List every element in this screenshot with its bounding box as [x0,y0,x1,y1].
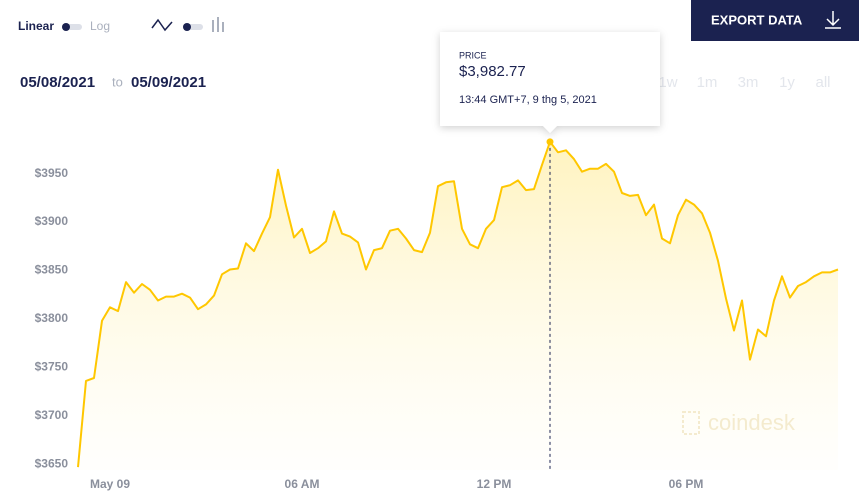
download-icon [825,11,841,29]
export-button[interactable] [691,0,859,41]
x-tick-label: May 09 [90,477,130,491]
tooltip-value: $3,982.77 [459,63,526,80]
hover-point [546,138,554,146]
export-label[interactable]: EXPORT DATA [711,12,803,27]
date-to[interactable]: 05/09/2021 [131,74,206,91]
toggle-knob [62,23,70,31]
x-tick-label: 06 AM [285,477,320,491]
period-button[interactable]: 3m [738,74,759,91]
tooltip-title: PRICE [459,50,487,60]
y-tick-label: $3900 [35,214,69,228]
y-tick-label: $3650 [35,456,69,470]
period-button[interactable]: all [815,74,830,91]
period-button[interactable]: 1w [658,74,677,91]
tooltip-time: 13:44 GMT+7, 9 thg 5, 2021 [459,94,597,106]
period-button[interactable]: 1y [779,74,795,91]
y-tick-label: $3850 [35,263,69,277]
y-tick-label: $3750 [35,359,69,373]
tooltip-box [440,32,660,126]
y-tick-label: $3700 [35,408,69,422]
x-tick-label: 12 PM [477,477,512,491]
tooltip [440,32,660,133]
scale-linear[interactable]: Linear [18,19,54,33]
price-line [77,140,839,468]
scale-log[interactable]: Log [90,19,110,33]
candle-icon[interactable] [212,17,224,32]
tooltip-pointer [543,126,557,133]
date-to-word: to [112,74,123,89]
y-tick-label: $3950 [35,166,69,180]
period-button[interactable]: 1m [697,74,718,91]
line-icon[interactable] [151,18,173,32]
x-tick-label: 06 PM [669,477,704,491]
area-fill [78,141,838,471]
date-from[interactable]: 05/08/2021 [20,74,95,91]
y-tick-label: $3800 [35,311,69,325]
toggle-knob [183,23,191,31]
